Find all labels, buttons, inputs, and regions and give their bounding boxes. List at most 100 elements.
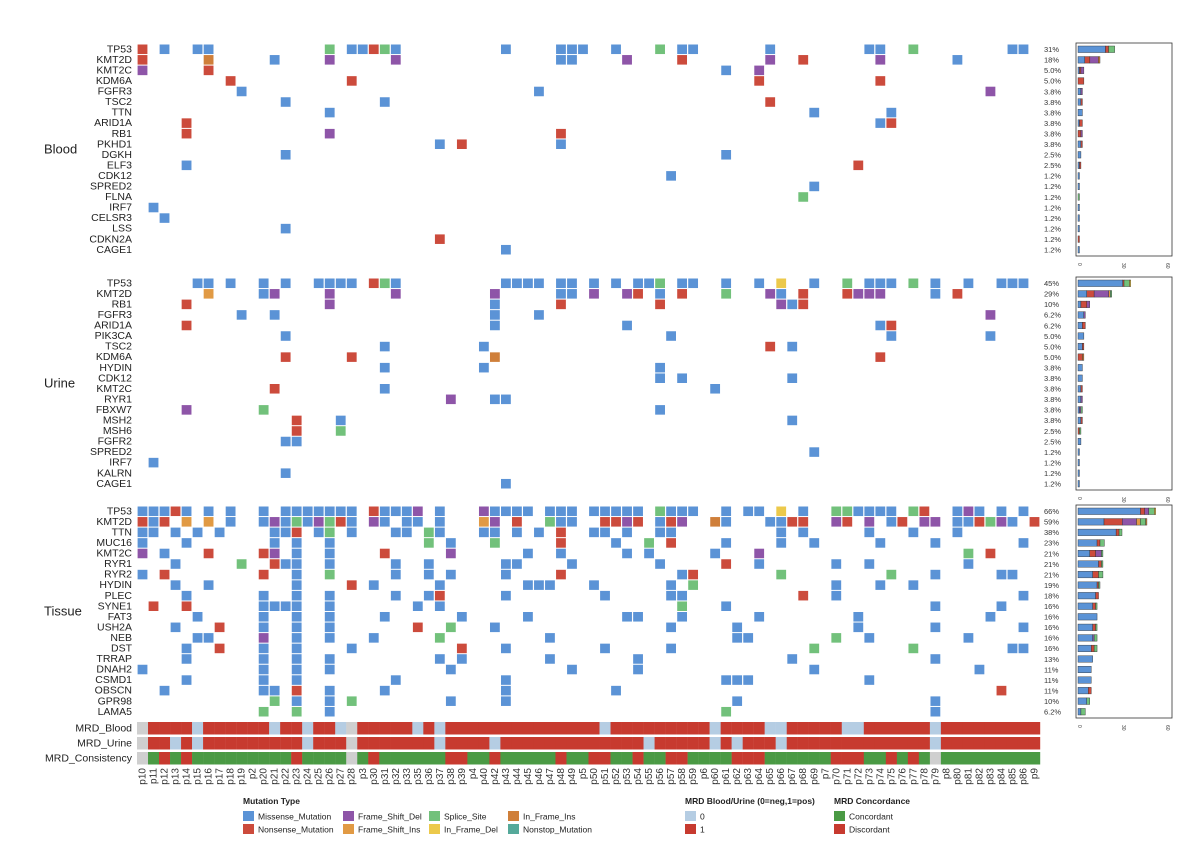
mutation-cell (754, 76, 765, 86)
gene-label: GPR98 (98, 695, 133, 707)
freq-bar-segment (1080, 416, 1083, 424)
mutation-cell (864, 278, 875, 289)
mutation-cell (875, 352, 886, 362)
freq-bar-segment (1077, 374, 1083, 382)
mrd-cell (467, 752, 479, 765)
freq-bar-segment (1140, 518, 1146, 526)
mutation-cell (963, 559, 974, 569)
freq-bar-segment (1077, 644, 1092, 652)
freq-bar-segment (1080, 140, 1083, 148)
mutation-cell (423, 538, 434, 548)
freq-bar-segment (1083, 311, 1086, 319)
mrd-cell (621, 737, 633, 750)
mrd-cell (181, 722, 193, 735)
gene-row-kmt2d: KMT2D 18% (96, 54, 1101, 66)
freq-bar-segment (1077, 480, 1080, 488)
mutation-cell (864, 289, 875, 299)
mutation-cell (489, 394, 500, 405)
mutation-cell (324, 299, 335, 310)
gene-percent: 1.2% (1044, 235, 1061, 244)
mrd-cell (434, 722, 446, 735)
mrd-cell (599, 737, 611, 750)
mutation-cell (677, 612, 688, 622)
mutation-cell (787, 341, 798, 352)
bar-panel-frame (1075, 504, 1173, 719)
legend-item-label: Nonsense_Mutation (258, 825, 334, 835)
mrd-cell (907, 752, 920, 765)
patient-id-label: p36 (424, 768, 435, 785)
mutation-cell (633, 654, 643, 664)
mutation-cell (258, 654, 269, 664)
gene-label: IRF7 (109, 457, 132, 469)
mutation-cell (655, 278, 665, 289)
mutation-cell (489, 622, 500, 633)
mrd-label: MRD_Blood (75, 723, 132, 735)
gene-row-kmt2c: KMT2C 5.0% (96, 64, 1085, 76)
mutation-cell (523, 506, 533, 517)
block-urine: Urine 0 30 60 TP53 45% KMT2D 29% RB1 10% FGFR3 6.2%… (44, 276, 1173, 503)
gene-label: CDK12 (98, 170, 132, 182)
mutation-cell (655, 289, 665, 299)
mrd-cell (775, 722, 787, 735)
mutation-cell (512, 559, 522, 569)
mrd-row-mrd_urine: MRD_Urine (77, 737, 1041, 750)
mutation-cell (1018, 590, 1029, 601)
mutation-cell (324, 569, 335, 580)
gene-percent: 11% (1044, 686, 1059, 695)
gene-row-fgfr3: FGFR3 6.2% (98, 309, 1086, 321)
mrd-cell (962, 737, 975, 750)
gene-percent: 3.8% (1044, 406, 1061, 415)
gene-label: SPRED2 (90, 446, 132, 458)
mutation-cell (622, 527, 632, 538)
freq-bar-segment (1077, 395, 1082, 403)
mutation-cell (886, 320, 897, 331)
mutation-cell (291, 517, 302, 527)
mrd-cell (643, 722, 655, 735)
mutation-cell (1007, 643, 1018, 654)
mutation-cell (501, 559, 511, 569)
gene-percent: 38% (1044, 528, 1059, 537)
freq-bar-segment (1090, 644, 1095, 652)
mutation-cell (434, 601, 445, 611)
mutation-cell (258, 601, 269, 611)
mutation-cell (743, 675, 754, 685)
mutation-cell (996, 278, 1007, 289)
mutation-cell (291, 664, 302, 675)
mrd-cell (346, 752, 358, 765)
mrd-cell (995, 752, 1008, 765)
freq-bar-segment (1080, 130, 1083, 138)
mutation-cell (324, 612, 335, 622)
freq-bar-segment (1086, 290, 1095, 298)
mrd-cell (346, 722, 358, 735)
mutation-cell (379, 384, 390, 394)
mrd-cell (1006, 737, 1019, 750)
mrd-cell (907, 737, 920, 750)
mutation-cell (489, 299, 500, 310)
gene-percent: 3.8% (1044, 129, 1061, 138)
mutation-cell (919, 506, 930, 517)
mutation-cell (280, 506, 291, 517)
mutation-cell (335, 506, 346, 517)
mrd-cell (808, 722, 820, 735)
mutation-cell (809, 107, 820, 118)
mutation-cell (291, 643, 302, 654)
mrd-cell (511, 722, 523, 735)
gene-row-spred2: SPRED2 1.2% (90, 446, 1080, 458)
patient-id-label: p63 (743, 768, 754, 785)
legend-swatch (343, 811, 354, 821)
mutation-cell (512, 517, 522, 527)
mutation-cell (324, 107, 335, 118)
mrd-cell (599, 752, 611, 765)
patient-id-label: p39 (457, 768, 468, 785)
freq-bar-segment (1084, 56, 1091, 64)
mrd-cell (313, 722, 325, 735)
mutation-cell (148, 506, 159, 517)
mrd-cell (819, 737, 831, 750)
legend-item-label: In_Frame_Ins (523, 812, 575, 822)
freq-bar-segment (1077, 225, 1080, 233)
mutation-cell (985, 86, 996, 97)
legend-swatch (834, 824, 845, 834)
mutation-cell (600, 527, 610, 538)
mutation-cell (754, 278, 765, 289)
mutation-cell (412, 506, 423, 517)
